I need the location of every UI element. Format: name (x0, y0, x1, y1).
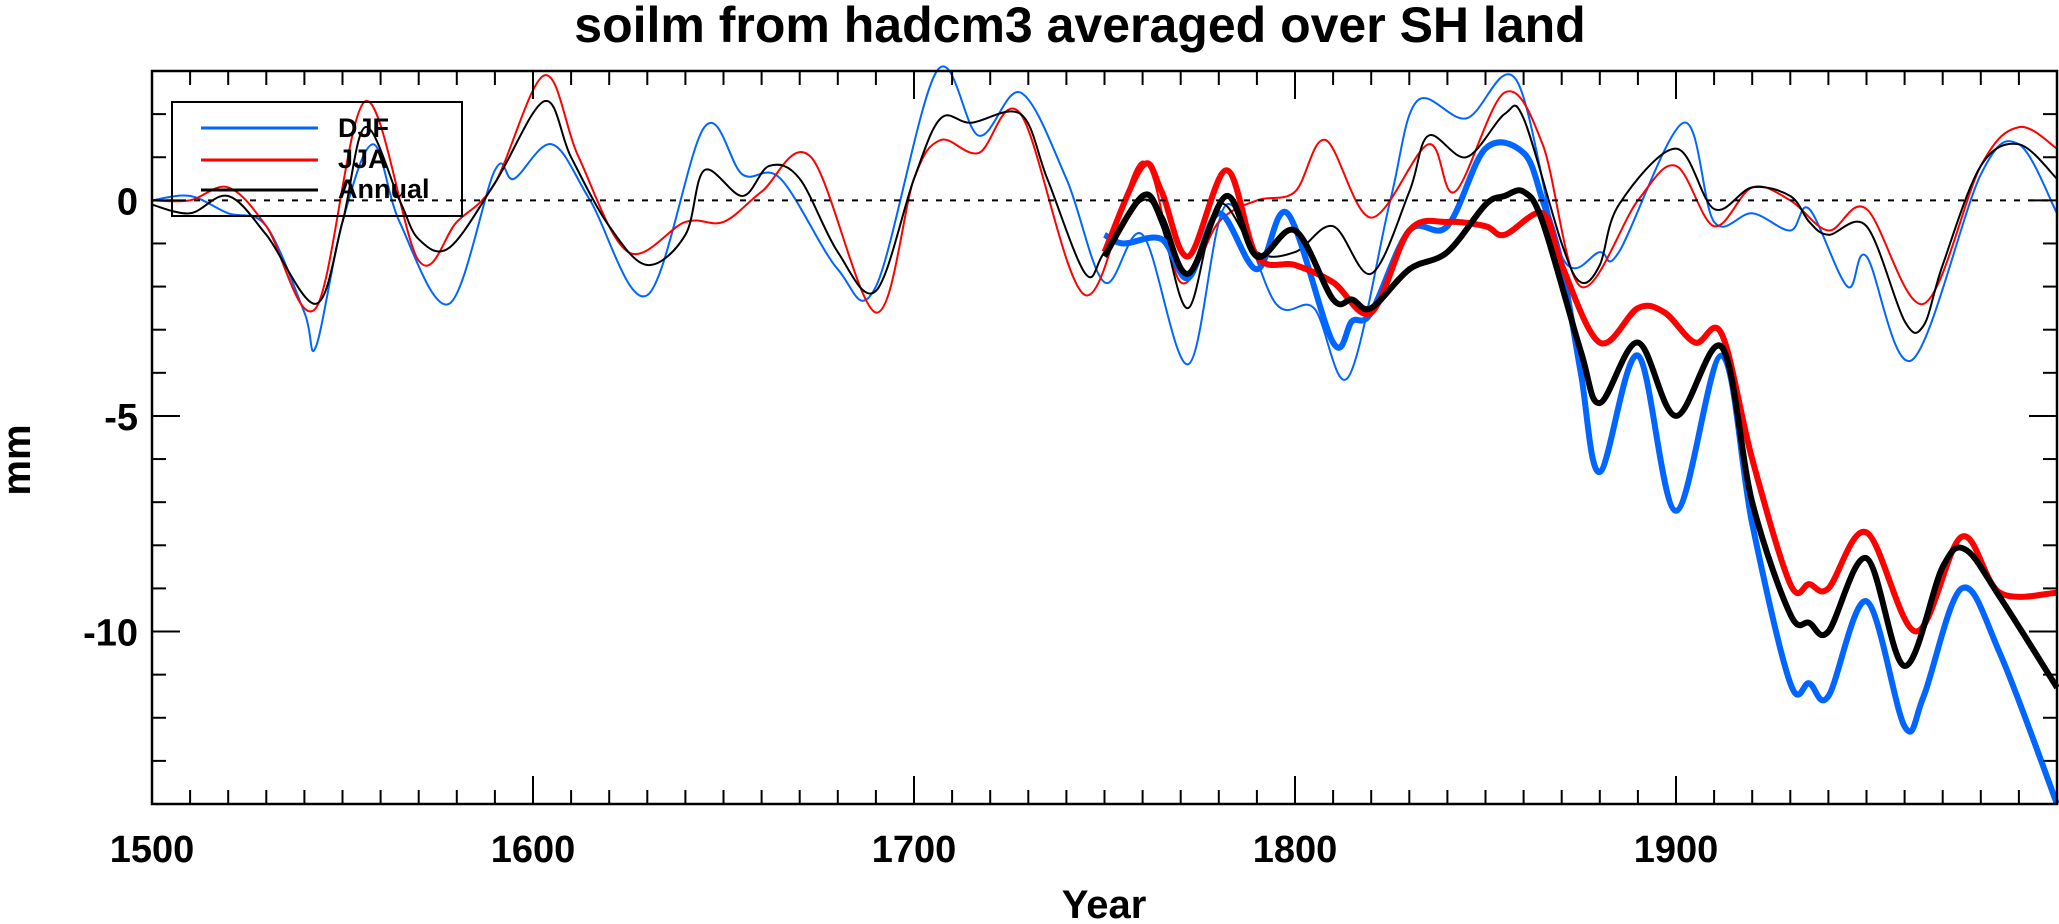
legend-label-annual: Annual (338, 174, 430, 204)
y-tick-label: -5 (104, 397, 138, 439)
axes: 1500 1600 1700 1800 1900 0 -5 -10 (83, 70, 2058, 871)
legend-label-djf: DJF (338, 113, 389, 143)
chart-title: soilm from hadcm3 averaged over SH land (574, 0, 1585, 53)
series-line-annual-thin (151, 100, 2058, 334)
series-line-djf-thin (151, 65, 2058, 381)
y-tick-label: -10 (83, 613, 138, 655)
legend: DJF JJA Annual (171, 101, 463, 217)
legend-box (171, 101, 463, 217)
series-line-jja-thick (1101, 160, 2058, 635)
legend-label-jja: JJA (338, 144, 388, 174)
x-axis-label: Year (1062, 883, 1147, 924)
series-line-annual-thick (1101, 187, 2059, 690)
plot-frame (150, 69, 2059, 806)
x-tick-label: 1600 (491, 829, 576, 871)
x-tick-label: 1500 (110, 829, 195, 871)
series-line-djf-thick (1103, 139, 2059, 806)
x-tick-label: 1800 (1253, 829, 1338, 871)
y-tick-label: 0 (117, 181, 138, 223)
x-tick-label: 1900 (1634, 829, 1719, 871)
x-tick-label: 1700 (872, 829, 957, 871)
y-axis-label: mm (0, 424, 39, 495)
series-lines (151, 65, 2059, 806)
